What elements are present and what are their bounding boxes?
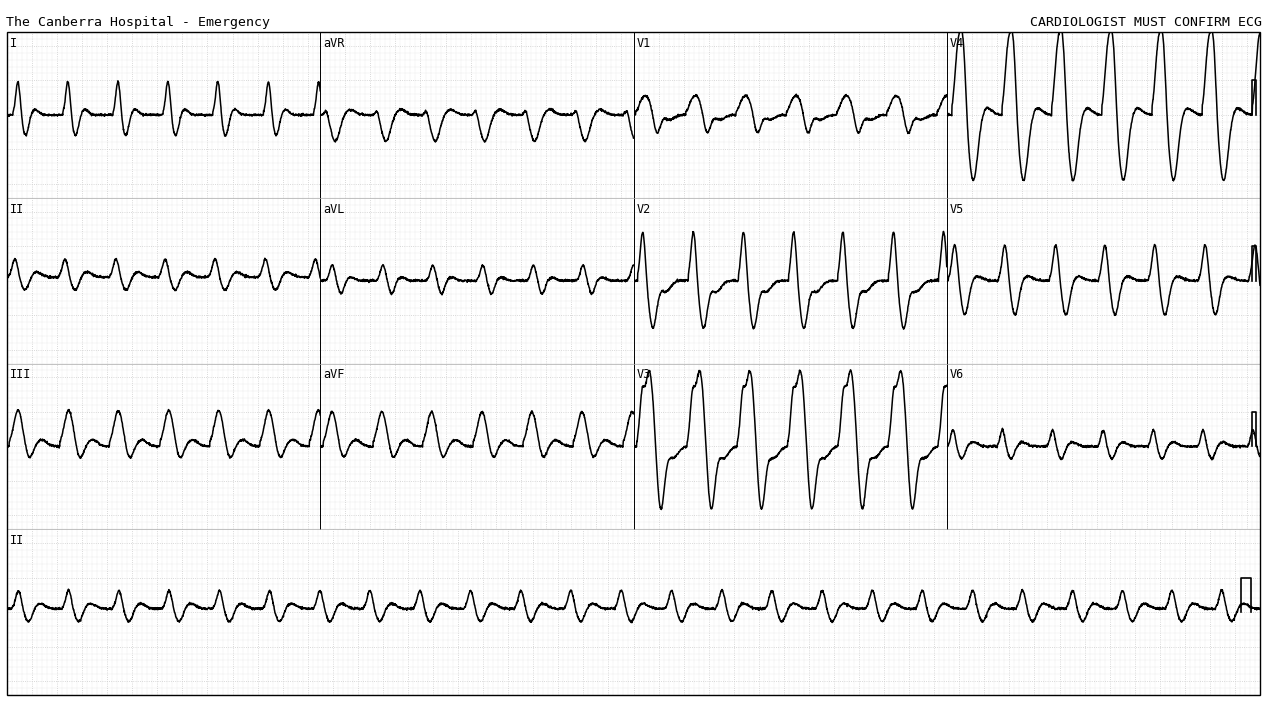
- Text: I: I: [10, 37, 18, 50]
- Text: V2: V2: [637, 202, 650, 216]
- Text: V3: V3: [637, 368, 650, 382]
- Text: V4: V4: [950, 37, 964, 50]
- Text: CARDIOLOGIST MUST CONFIRM ECG: CARDIOLOGIST MUST CONFIRM ECG: [1030, 16, 1262, 29]
- Text: aVL: aVL: [323, 202, 345, 216]
- Text: V6: V6: [950, 368, 964, 382]
- Text: The Canberra Hospital - Emergency: The Canberra Hospital - Emergency: [6, 16, 270, 29]
- Text: II: II: [9, 534, 24, 547]
- Text: aVF: aVF: [323, 368, 345, 382]
- Text: II: II: [10, 202, 24, 216]
- Text: aVR: aVR: [323, 37, 345, 50]
- Text: V5: V5: [950, 202, 964, 216]
- Text: III: III: [10, 368, 32, 382]
- Text: V1: V1: [637, 37, 650, 50]
